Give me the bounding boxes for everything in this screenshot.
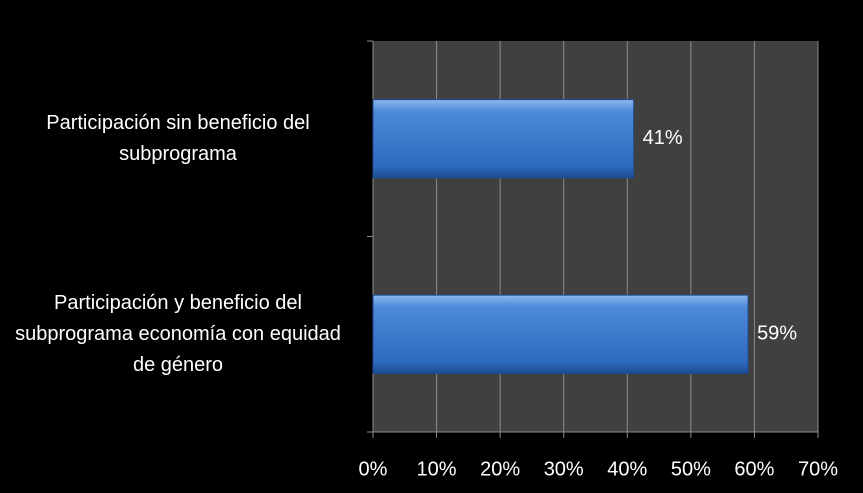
x-tick-label: 40%: [607, 458, 647, 480]
category-label: Participación y beneficio del subprogram…: [15, 291, 341, 376]
bar: [372, 99, 635, 179]
data-label: 59%: [757, 323, 797, 345]
x-tick-label: 20%: [480, 458, 520, 480]
x-tick-label: 70%: [798, 458, 838, 480]
data-label: 41%: [643, 127, 683, 149]
x-tick-label: 50%: [671, 458, 711, 480]
x-tick-label: 10%: [417, 458, 457, 480]
x-tick-label: 0%: [359, 458, 388, 480]
bar: [372, 294, 749, 374]
category-label: Participación sin beneficio del subprogr…: [46, 111, 310, 165]
x-tick-label: 60%: [734, 458, 774, 480]
x-tick-label: 30%: [544, 458, 584, 480]
